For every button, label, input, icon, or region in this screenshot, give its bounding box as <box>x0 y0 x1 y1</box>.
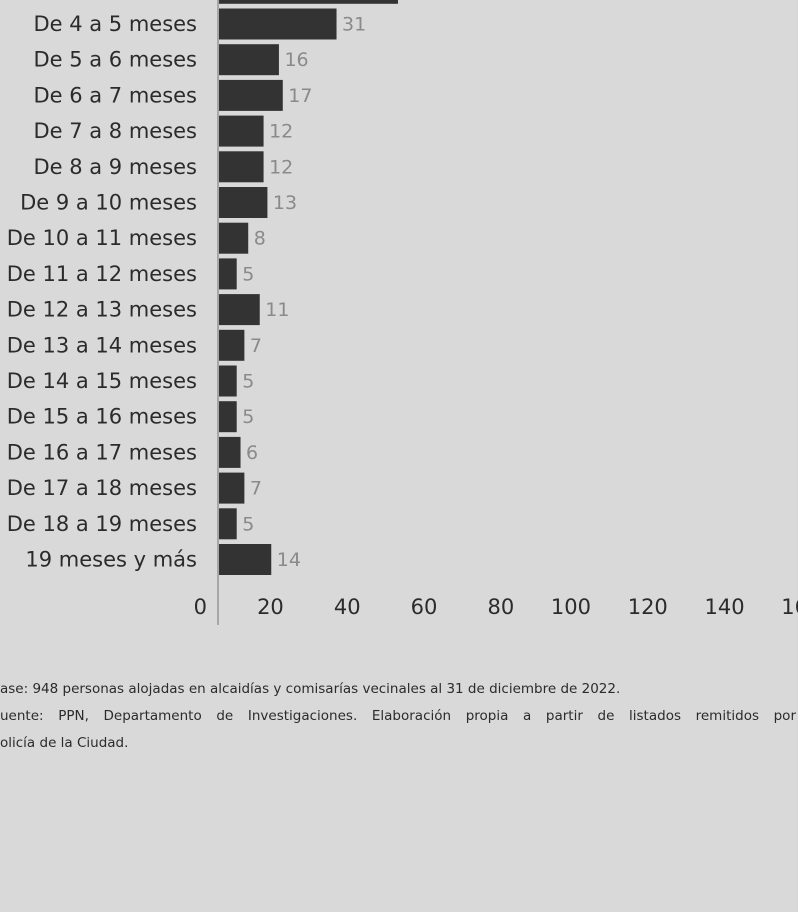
category-label: De 8 a 9 meses <box>33 155 197 179</box>
bar <box>217 435 242 469</box>
category-label: De 10 a 11 meses <box>7 226 197 250</box>
value-label: 16 <box>284 49 308 71</box>
bar <box>217 400 238 434</box>
category-label: De 12 a 13 meses <box>7 298 197 322</box>
value-label: 31 <box>342 14 366 36</box>
category-label: De 4 a 5 meses <box>33 12 197 36</box>
category-label: De 15 a 16 meses <box>7 405 197 429</box>
bar <box>217 0 399 5</box>
note: olicía de la Ciudad. <box>0 735 129 751</box>
category-label: De 17 a 18 meses <box>7 476 197 500</box>
value-label: 12 <box>269 121 293 143</box>
x-tick-label: 100 <box>551 595 591 619</box>
category-label: De 6 a 7 meses <box>33 83 197 107</box>
bar <box>217 364 238 398</box>
value-label: 5 <box>242 371 254 393</box>
x-tick-label: 120 <box>628 595 668 619</box>
bar <box>217 293 261 327</box>
category-label: De 7 a 8 meses <box>33 119 197 143</box>
category-label: De 18 a 19 meses <box>7 512 197 536</box>
bar <box>217 186 269 219</box>
bar <box>217 78 284 112</box>
value-label: 12 <box>269 156 293 178</box>
value-label: 6 <box>246 442 258 464</box>
value-label: 5 <box>242 263 254 285</box>
x-tick-label: 40 <box>334 595 361 619</box>
value-label: 8 <box>254 228 266 250</box>
bar <box>217 471 246 505</box>
bar <box>217 221 250 255</box>
bar <box>217 150 265 184</box>
notes: ase: 948 personas alojadas en alcaidías … <box>0 676 796 757</box>
x-tick-label: 0 <box>194 595 207 619</box>
bar <box>217 7 338 41</box>
x-tick-label: 60 <box>411 595 438 619</box>
category-label: 19 meses y más <box>25 548 197 572</box>
note: ase: 948 personas alojadas en alcaidías … <box>0 681 621 697</box>
category-label: De 5 a 6 meses <box>33 48 197 72</box>
note: uente: PPN, Departamento de Investigacio… <box>0 708 796 724</box>
category-label: De 11 a 12 meses <box>7 262 197 286</box>
x-tick-label: 140 <box>705 595 745 619</box>
category-label: De 9 a 10 meses <box>20 191 197 215</box>
category-label: De 16 a 17 meses <box>7 440 197 464</box>
x-tick-label: 20 <box>257 595 284 619</box>
value-label: 5 <box>242 513 254 535</box>
category-label: De 14 a 15 meses <box>7 369 197 393</box>
value-label: 11 <box>265 299 289 321</box>
value-label: 7 <box>250 478 262 500</box>
bar <box>217 43 280 77</box>
value-label: 5 <box>242 406 254 428</box>
bar <box>217 507 238 541</box>
value-label: 17 <box>288 85 312 107</box>
value-label: 13 <box>273 192 297 214</box>
x-tick-label: 80 <box>487 595 514 619</box>
category-label: De 13 a 14 meses <box>7 333 197 357</box>
bar <box>217 328 246 362</box>
x-tick-label: 160 <box>781 595 798 619</box>
bar <box>217 114 265 148</box>
value-label: 14 <box>277 549 301 571</box>
bar <box>217 543 273 576</box>
bar <box>217 257 238 291</box>
value-label: 7 <box>250 335 262 357</box>
